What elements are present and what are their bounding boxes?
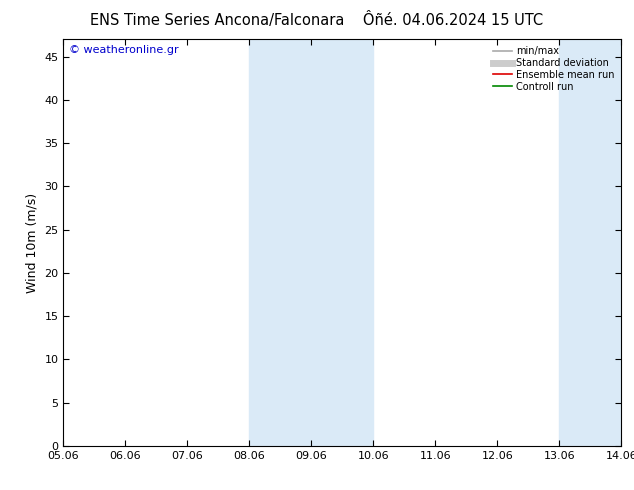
Text: © weatheronline.gr: © weatheronline.gr	[69, 45, 179, 55]
Legend: min/max, Standard deviation, Ensemble mean run, Controll run: min/max, Standard deviation, Ensemble me…	[491, 44, 616, 94]
Bar	[559, 39, 621, 446]
Bar	[249, 39, 311, 446]
Text: ENS Time Series Ancona/Falconara    Ôñé. 04.06.2024 15 UTC: ENS Time Series Ancona/Falconara Ôñé. 04…	[91, 12, 543, 28]
Bar	[311, 39, 373, 446]
Y-axis label: Wind 10m (m/s): Wind 10m (m/s)	[26, 193, 39, 293]
